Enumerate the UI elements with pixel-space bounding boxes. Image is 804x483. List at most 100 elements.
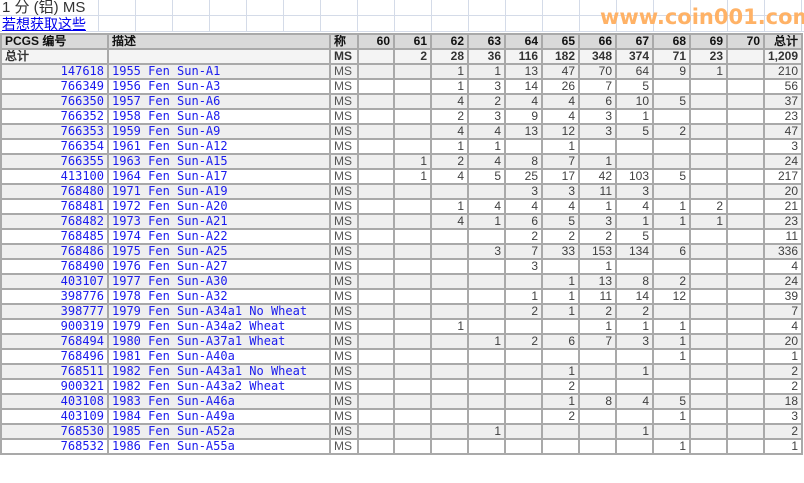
description-link[interactable]: 1979 Fen Sun-A34a2 Wheat [108,319,331,335]
description-link[interactable]: 1956 Fen Sun-A3 [108,79,331,95]
pcgs-number-link[interactable]: 403107 [0,274,109,290]
description-link[interactable]: 1975 Fen Sun-A25 [108,244,331,260]
row-total: 2 [763,363,803,380]
count-cell [430,408,469,425]
description-link[interactable]: 1981 Fen Sun-A40a [108,349,331,365]
count-cell: 5 [652,393,691,410]
row-total: 39 [763,288,803,305]
count-cell [726,78,765,95]
header-total[interactable]: 总计 [763,33,803,50]
pcgs-number-link[interactable]: 398776 [0,289,109,305]
count-cell: 1 [578,258,617,275]
description-link[interactable]: 1961 Fen Sun-A12 [108,139,331,155]
description-link[interactable]: 1974 Fen Sun-A22 [108,229,331,245]
description-link[interactable]: 1973 Fen Sun-A21 [108,214,331,230]
pcgs-number-link[interactable]: 768485 [0,229,109,245]
header-desc[interactable]: 描述 [107,33,331,50]
pcgs-number-link[interactable]: 768486 [0,244,109,260]
pcgs-number-link[interactable]: 413100 [0,169,109,185]
pcgs-number-link[interactable]: 900319 [0,319,109,335]
header-grade-63[interactable]: 63 [467,33,506,50]
count-cell [393,93,432,110]
header-grade-66[interactable]: 66 [578,33,617,50]
count-cell: 1 [430,63,469,80]
pcgs-number-link[interactable]: 766354 [0,139,109,155]
header-grade-61[interactable]: 61 [393,33,432,50]
pcgs-number-link[interactable]: 766353 [0,124,109,140]
grade-cell: MS [329,183,359,200]
description-link[interactable]: 1982 Fen Sun-A43a2 Wheat [108,379,331,395]
header-grade-64[interactable]: 64 [504,33,543,50]
pcgs-number-link[interactable]: 768490 [0,259,109,275]
description-link[interactable]: 1959 Fen Sun-A9 [108,124,331,140]
description-link[interactable]: 1955 Fen Sun-A1 [108,64,331,80]
header-grade-70[interactable]: 70 [726,33,765,50]
count-cell [578,378,617,395]
count-cell [504,378,543,395]
header-pcgs[interactable]: PCGS 编号 [0,33,109,50]
pcgs-number-link[interactable]: 768480 [0,184,109,200]
description-link[interactable]: 1972 Fen Sun-A20 [108,199,331,215]
description-link[interactable]: 1982 Fen Sun-A43a1 No Wheat [108,364,331,380]
description-link[interactable]: 1963 Fen Sun-A15 [108,154,331,170]
count-cell [430,243,469,260]
pcgs-number-link[interactable]: 766352 [0,109,109,125]
description-link[interactable]: 1986 Fen Sun-A55a [108,439,331,455]
description-link[interactable]: 1976 Fen Sun-A27 [108,259,331,275]
count-cell: 1 [689,63,728,80]
description-link[interactable]: 1980 Fen Sun-A37a1 Wheat [108,334,331,350]
count-cell [467,228,506,245]
row-total: 7 [763,303,803,320]
header-grade-68[interactable]: 68 [652,33,691,50]
count-cell: 9 [504,108,543,125]
header-grade-67[interactable]: 67 [615,33,654,50]
pcgs-number-link[interactable]: 398777 [0,304,109,320]
count-cell [357,108,395,125]
description-link[interactable]: 1984 Fen Sun-A49a [108,409,331,425]
description-link[interactable]: 1958 Fen Sun-A8 [108,109,331,125]
get-data-link[interactable]: 若想获取这些 [2,16,86,32]
header-grade-62[interactable]: 62 [430,33,469,50]
header-row: PCGS 编号 描述称 60 61 62 63 64 65 66 67 68 69 70 总计 [0,33,803,50]
description-link[interactable]: 1977 Fen Sun-A30 [108,274,331,290]
table-row: 768496 1981 Fen Sun-A40a MS 1 1 [0,348,803,365]
pcgs-number-link[interactable]: 768532 [0,439,109,455]
header-grade-69[interactable]: 69 [689,33,728,50]
pcgs-number-link[interactable]: 900321 [0,379,109,395]
count-cell: 14 [615,288,654,305]
pcgs-number-link[interactable]: 403108 [0,394,109,410]
description-link[interactable]: 1978 Fen Sun-A32 [108,289,331,305]
count-cell [578,363,617,380]
description-link[interactable]: 1983 Fen Sun-A46a [108,394,331,410]
count-cell: 2 [504,333,543,350]
count-cell: 7 [578,78,617,95]
pcgs-number-link[interactable]: 766355 [0,154,109,170]
pcgs-number-link[interactable]: 403109 [0,409,109,425]
header-grade-65[interactable]: 65 [541,33,580,50]
pcgs-number-link[interactable]: 768511 [0,364,109,380]
description-link[interactable]: 1979 Fen Sun-A34a1 No Wheat [108,304,331,320]
description-link[interactable]: 1971 Fen Sun-A19 [108,184,331,200]
description-link[interactable]: 1985 Fen Sun-A52a [108,424,331,440]
count-cell: 3 [467,243,506,260]
pcgs-number-link[interactable]: 768496 [0,349,109,365]
pcgs-number-link[interactable]: 768494 [0,334,109,350]
grade-cell: MS [329,108,359,125]
pcgs-number-link[interactable]: 768482 [0,214,109,230]
description-link[interactable]: 1964 Fen Sun-A17 [108,169,331,185]
header-grade-60[interactable]: 60 [357,33,395,50]
description-link[interactable]: 1957 Fen Sun-A6 [108,94,331,110]
pcgs-number-link[interactable]: 766350 [0,94,109,110]
count-cell [504,423,543,440]
pcgs-number-link[interactable]: 768481 [0,199,109,215]
count-cell [357,423,395,440]
pcgs-number-link[interactable]: 768530 [0,424,109,440]
count-cell [357,168,395,185]
count-cell [689,348,728,365]
header-grade[interactable]: 称 [329,33,359,50]
count-cell [393,378,432,395]
count-cell [357,348,395,365]
pcgs-number-link[interactable]: 766349 [0,79,109,95]
pcgs-number-link[interactable]: 147618 [0,64,109,80]
table-row: 766355 1963 Fen Sun-A15 MS 1 2 4 8 7 1 24 [0,153,803,170]
